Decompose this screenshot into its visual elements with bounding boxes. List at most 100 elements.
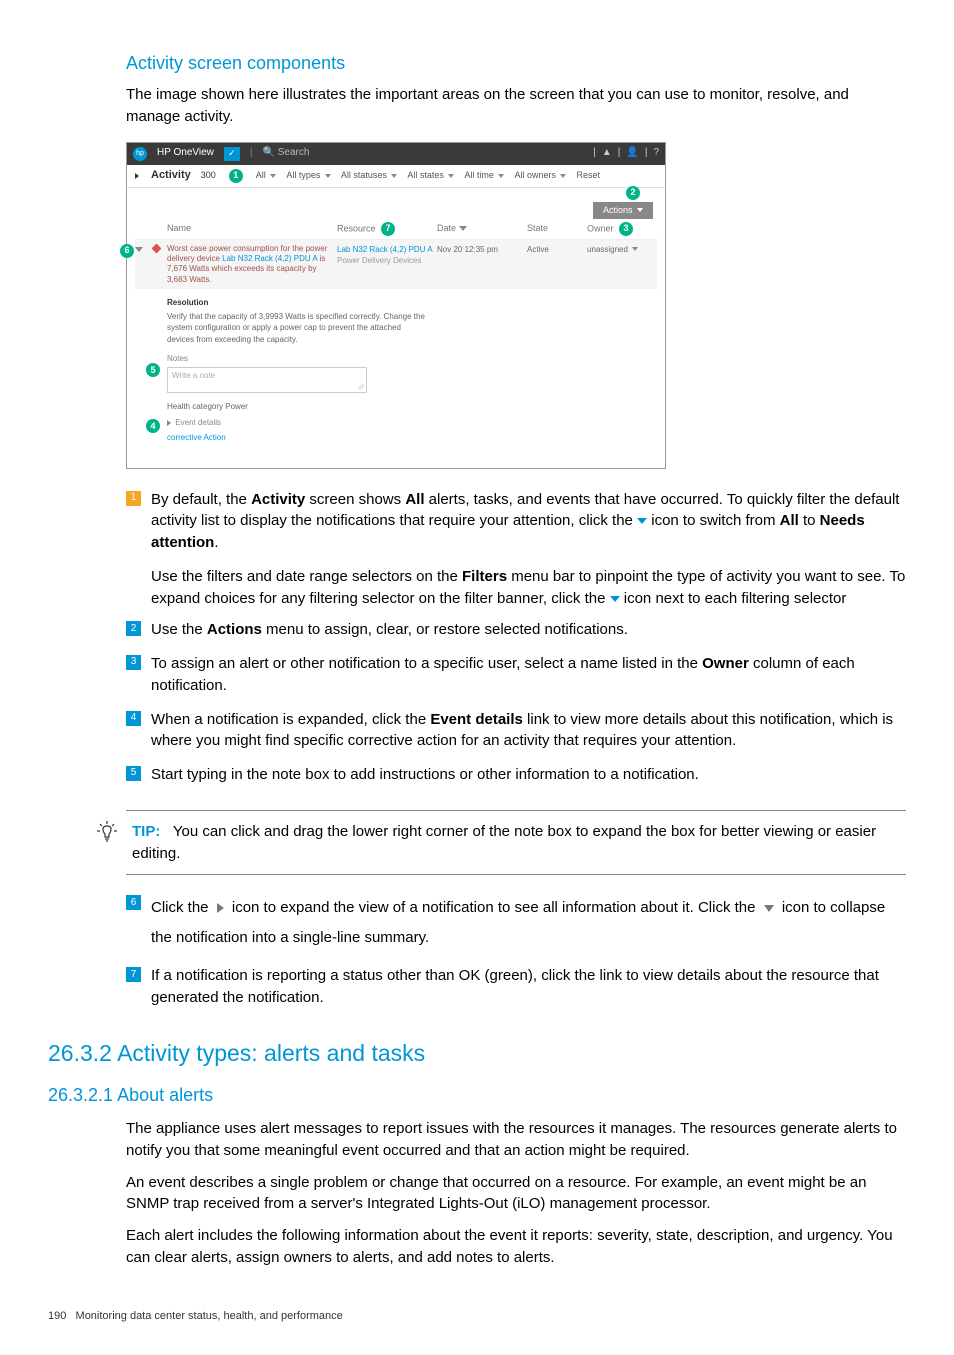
item-6: Click the icon to expand the view of a n…: [151, 893, 906, 953]
divider: |: [593, 146, 596, 161]
search-box: 🔍 Search: [263, 146, 310, 161]
filter-states: All states: [407, 169, 454, 182]
badge-1: 1: [126, 491, 141, 506]
figure-filter-bar: Activity 300 1 All All types All statuse…: [127, 165, 665, 188]
notes-label: Notes: [167, 353, 657, 365]
figure-app-bar: hp HP OneView ✓ | 🔍 Search | ▲ | 👤 | ?: [127, 143, 665, 165]
filter-all: All: [256, 169, 277, 182]
item-2: Use the Actions menu to assign, clear, o…: [151, 619, 906, 641]
col-resource: Resource 7: [337, 222, 437, 236]
about-alerts-p3: Each alert includes the following inform…: [126, 1225, 906, 1269]
intro-paragraph: The image shown here illustrates the imp…: [126, 84, 906, 128]
callout-4: 4: [146, 419, 160, 433]
health-category: Health category Power: [167, 401, 657, 413]
badge-6: 6: [126, 895, 141, 910]
col-state: State: [527, 222, 587, 236]
item-7: If a notification is reporting a status …: [151, 965, 906, 1009]
triangle-right-icon: [217, 903, 224, 913]
status-critical-icon: [152, 243, 162, 253]
tip-text: TIP: You can click and drag the lower ri…: [132, 821, 906, 865]
expand-handle: [135, 173, 139, 179]
row-resource: Lab N32 Rack (4,2) PDU APower Delivery D…: [337, 244, 437, 286]
resolution-title: Resolution: [167, 297, 657, 309]
callout-list: 1 By default, the Activity screen shows …: [126, 489, 906, 792]
filter-owners: All owners: [514, 169, 566, 182]
divider: |: [645, 146, 648, 161]
badge-3: 3: [126, 655, 141, 670]
chevron-down-icon: [637, 518, 647, 524]
page-footer: 190 Monitoring data center status, healt…: [48, 1309, 906, 1325]
item-4: When a notification is expanded, click t…: [151, 709, 906, 753]
callout-3: 3: [619, 222, 633, 236]
row-owner: unassigned: [587, 244, 657, 286]
help-icon: ?: [653, 146, 659, 161]
callout-1: 1: [229, 169, 243, 183]
list-item-5: 5 Start typing in the note box to add in…: [126, 764, 906, 792]
badge-5: 5: [126, 766, 141, 781]
figure-body: 2 Actions Name Resource 7 Date State Own…: [127, 188, 665, 468]
list-item-4: 4 When a notification is expanded, click…: [126, 709, 906, 759]
notes-area: 5 Notes Write a note: [167, 353, 657, 393]
heading-26-3-2: 26.3.2 Activity types: alerts and tasks: [48, 1037, 906, 1070]
tip-body: You can click and drag the lower right c…: [132, 823, 876, 862]
product-name: HP OneView: [157, 146, 214, 161]
filter-reset: Reset: [576, 169, 600, 182]
col-name: Name: [167, 222, 337, 236]
section-heading: Activity screen components: [126, 50, 906, 76]
row-date: Nov 20 12:35 pm: [437, 244, 527, 286]
about-alerts-p2: An event describes a single problem or c…: [126, 1172, 906, 1216]
badge-4: 4: [126, 711, 141, 726]
col-date: Date: [437, 222, 527, 236]
collapse-icon: [135, 247, 143, 252]
col-owner: Owner 3: [587, 222, 657, 236]
filter-time: All time: [464, 169, 504, 182]
badge-7: 7: [126, 967, 141, 982]
actions-button: Actions: [593, 202, 653, 219]
callout-list-cont: 6 Click the icon to expand the view of a…: [126, 893, 906, 1015]
sort-icon: [459, 226, 467, 231]
tip-label: TIP:: [132, 823, 160, 840]
below-notes: Health category Power 4 Event details co…: [167, 401, 657, 444]
callout-5: 5: [146, 363, 160, 377]
user-icon: 👤: [626, 146, 638, 161]
list-item-1: 1 By default, the Activity screen shows …: [126, 489, 906, 560]
chapter-title: Monitoring data center status, health, a…: [76, 1310, 343, 1322]
list-item-3: 3 To assign an alert or other notificati…: [126, 653, 906, 703]
about-alerts-p1: The appliance uses alert messages to rep…: [126, 1118, 906, 1162]
row-state: Active: [527, 244, 587, 286]
page-number: 190: [48, 1310, 66, 1322]
bell-icon: ▲: [602, 146, 612, 161]
callout-6: 6: [120, 244, 134, 258]
filter-types: All types: [286, 169, 331, 182]
heading-26-3-2-1: 26.3.2.1 About alerts: [48, 1082, 906, 1108]
list-item-2: 2 Use the Actions menu to assign, clear,…: [126, 619, 906, 647]
item-1-p2: Use the filters and date range selectors…: [151, 566, 906, 610]
list-item-7: 7 If a notification is reporting a statu…: [126, 965, 906, 1015]
callout-7: 7: [381, 222, 395, 236]
expand-icon: [167, 420, 171, 426]
tip-lightbulb-icon: [96, 821, 118, 865]
badge-2: 2: [126, 621, 141, 636]
triangle-down-icon: [764, 905, 774, 912]
event-details-link: Event details: [167, 417, 657, 429]
chevron-down-icon: [610, 596, 620, 602]
divider: |: [250, 146, 253, 161]
divider: |: [618, 146, 621, 161]
list-item-6: 6 Click the icon to expand the view of a…: [126, 893, 906, 959]
item-1-p1: By default, the Activity screen shows Al…: [151, 489, 906, 554]
hp-logo-icon: hp: [133, 147, 147, 161]
table-row: Worst case power consumption for the pow…: [135, 240, 657, 290]
table-header: Name Resource 7 Date State Owner 3: [135, 222, 657, 240]
tip-block: TIP: You can click and drag the lower ri…: [126, 810, 906, 876]
row-name: Worst case power consumption for the pow…: [167, 244, 337, 286]
dropdown-icon: ✓: [224, 147, 240, 161]
corrective-action-link: corrective Action: [167, 432, 657, 444]
item-1-sub: Use the filters and date range selectors…: [151, 566, 906, 610]
resolution-block: Resolution Verify that the capacity of 3…: [167, 297, 657, 345]
callout-2: 2: [626, 186, 640, 200]
filter-statuses: All statuses: [341, 169, 398, 182]
resolution-body: Verify that the capacity of 3,9993 Watts…: [167, 311, 427, 346]
item-5: Start typing in the note box to add inst…: [151, 764, 906, 786]
app-bar-right-icons: | ▲ | 👤 | ?: [593, 146, 659, 161]
item-3: To assign an alert or other notification…: [151, 653, 906, 697]
